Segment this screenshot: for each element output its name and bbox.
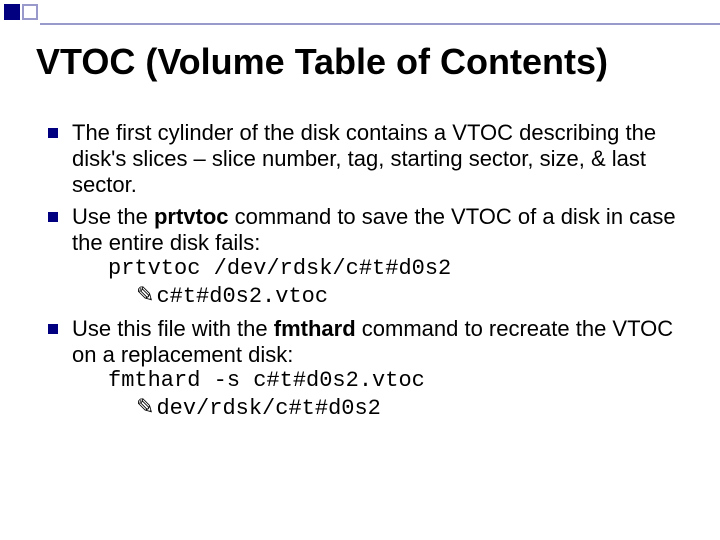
text-bold: fmthard: [274, 316, 356, 341]
list-item: The first cylinder of the disk contains …: [48, 120, 680, 198]
text-run: Use this file with the: [72, 316, 274, 341]
text-bold: prtvtoc: [154, 204, 229, 229]
list-item-text: Use the prtvtoc command to save the VTOC…: [72, 204, 680, 310]
slide: VTOC (Volume Table of Contents) The firs…: [0, 0, 720, 540]
list-item-text: The first cylinder of the disk contains …: [72, 120, 680, 198]
square-icon: [4, 4, 20, 20]
page-title: VTOC (Volume Table of Contents): [36, 42, 696, 82]
text-run: Use the: [72, 204, 154, 229]
list-item-text: Use this file with the fmthard command t…: [72, 316, 680, 422]
code-output-line: ✎c#t#d0s2.vtoc: [136, 282, 680, 310]
corner-decoration: [4, 4, 40, 20]
code-line: prtvtoc /dev/rdsk/c#t#d0s2: [108, 256, 680, 282]
code-line: fmthard -s c#t#d0s2.vtoc: [108, 368, 680, 394]
header-rule: [40, 23, 720, 25]
code-output-line: ✎dev/rdsk/c#t#d0s2: [136, 394, 680, 422]
bullet-icon: [48, 324, 58, 334]
arrow-icon: ✎: [136, 394, 154, 420]
body-content: The first cylinder of the disk contains …: [48, 120, 680, 427]
bullet-icon: [48, 128, 58, 138]
list-item: Use this file with the fmthard command t…: [48, 316, 680, 422]
bullet-icon: [48, 212, 58, 222]
square-outline-icon: [22, 4, 38, 20]
arrow-icon: ✎: [136, 282, 154, 308]
list-item: Use the prtvtoc command to save the VTOC…: [48, 204, 680, 310]
code-text: dev/rdsk/c#t#d0s2: [156, 396, 380, 421]
code-text: c#t#d0s2.vtoc: [156, 284, 328, 309]
